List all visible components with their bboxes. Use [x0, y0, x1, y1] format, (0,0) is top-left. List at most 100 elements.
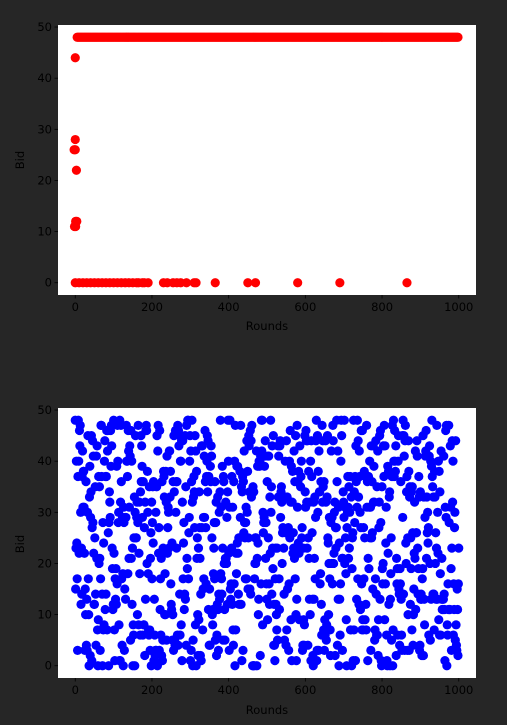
points-top: [69, 32, 463, 288]
data-point-bottom: [391, 441, 401, 451]
data-point-bottom: [366, 645, 376, 655]
data-point-bottom: [233, 589, 243, 599]
data-point-bottom: [111, 599, 121, 609]
data-point-bottom: [335, 594, 345, 604]
data-point-bottom: [72, 574, 82, 584]
data-point-bottom: [302, 543, 312, 553]
data-point-bottom: [260, 436, 270, 446]
x-tick-label-bottom: 1000: [444, 683, 473, 697]
data-point-bottom: [118, 661, 128, 671]
data-point-bottom: [453, 650, 463, 661]
data-point-bottom: [243, 466, 253, 477]
data-point-bottom: [268, 431, 278, 441]
y-tick-label-bottom: 10: [37, 608, 52, 622]
axis-ticks-bottom: 0 200 400 600 800 1000 0 10 20 30 40 50: [37, 403, 473, 697]
data-point-bottom: [246, 589, 256, 599]
data-point-bottom: [236, 420, 246, 430]
x-tick-label-bottom: 200: [141, 683, 163, 697]
data-point-bottom: [169, 487, 179, 497]
data-point-bottom: [180, 594, 191, 604]
data-point-bottom: [367, 528, 377, 538]
data-point-bottom: [436, 630, 446, 640]
data-point-bottom: [219, 477, 229, 487]
data-point-bottom: [107, 441, 117, 451]
data-point-bottom: [111, 563, 121, 574]
y-tick-label-top: 0: [45, 276, 52, 290]
data-point-bottom: [453, 579, 463, 589]
data-point-bottom: [435, 569, 445, 579]
data-point-bottom: [370, 574, 381, 584]
data-point-bottom: [201, 523, 211, 533]
data-point-bottom: [363, 656, 373, 666]
data-point-bottom: [266, 482, 277, 492]
data-point-bottom: [407, 625, 417, 635]
data-point-bottom: [242, 507, 252, 517]
data-point-bottom: [261, 517, 271, 528]
data-point-top: [71, 165, 82, 175]
data-point-bottom: [358, 523, 369, 533]
y-tick-label-bottom: 20: [37, 556, 52, 570]
data-point-bottom: [319, 477, 329, 487]
data-point-bottom: [230, 661, 240, 671]
data-point-bottom: [446, 563, 456, 574]
data-point-bottom: [217, 589, 227, 599]
data-point-bottom: [215, 487, 225, 497]
data-point-bottom: [140, 497, 150, 507]
data-point-bottom: [327, 579, 338, 589]
data-point-bottom: [276, 512, 286, 523]
data-point-bottom: [375, 594, 385, 604]
data-point-bottom: [321, 635, 331, 645]
data-point-bottom: [330, 650, 340, 661]
axis-ticks-top: 0 200 400 600 800 1000 0 10 20 30 40 50: [37, 20, 473, 314]
data-point-bottom: [102, 625, 112, 635]
data-point-bottom: [257, 415, 267, 425]
data-point-bottom: [309, 553, 320, 563]
data-point-bottom: [119, 645, 129, 655]
data-point-bottom: [303, 640, 313, 650]
data-point-bottom: [79, 548, 90, 558]
data-point-bottom: [340, 533, 351, 543]
data-point-bottom: [142, 466, 153, 477]
data-point-bottom: [217, 461, 227, 471]
data-point-bottom: [442, 620, 452, 630]
data-point-bottom: [282, 625, 292, 635]
data-point-bottom: [377, 482, 387, 492]
data-point-top: [70, 145, 80, 155]
data-point-bottom: [323, 538, 333, 548]
data-point-bottom: [277, 558, 287, 569]
data-point-top: [191, 278, 201, 288]
data-point-bottom: [83, 574, 93, 584]
points-bottom: [70, 415, 464, 671]
data-point-top: [335, 278, 345, 288]
data-point-bottom: [385, 594, 396, 604]
data-point-bottom: [182, 563, 192, 574]
data-point-bottom: [410, 553, 420, 563]
y-tick-label-bottom: 30: [37, 505, 52, 519]
data-point-bottom: [341, 569, 351, 579]
data-point-bottom: [89, 599, 100, 609]
data-point-top: [243, 278, 253, 288]
data-point-bottom: [259, 461, 270, 471]
data-point-bottom: [125, 441, 135, 451]
data-point-bottom: [72, 645, 83, 655]
data-point-bottom: [332, 477, 342, 487]
data-point-bottom: [229, 477, 239, 487]
x-tick-label-bottom: 0: [72, 683, 79, 697]
data-point-bottom: [309, 594, 319, 604]
data-point-bottom: [134, 548, 144, 558]
data-point-bottom: [391, 553, 402, 563]
x-axis-label-top: Rounds: [246, 319, 288, 333]
data-point-bottom: [231, 625, 241, 635]
y-axis-label-top: Bid: [13, 151, 27, 169]
data-point-bottom: [428, 482, 438, 492]
data-point-bottom: [395, 563, 405, 574]
data-point-bottom: [272, 625, 282, 635]
data-point-bottom: [418, 563, 428, 574]
data-point-top: [453, 32, 463, 42]
data-point-bottom: [398, 589, 409, 599]
data-point-bottom: [266, 507, 276, 517]
x-tick-label-top: 200: [141, 300, 163, 314]
data-point-bottom: [91, 451, 101, 461]
data-point-bottom: [246, 436, 256, 446]
data-point-bottom: [325, 625, 335, 635]
